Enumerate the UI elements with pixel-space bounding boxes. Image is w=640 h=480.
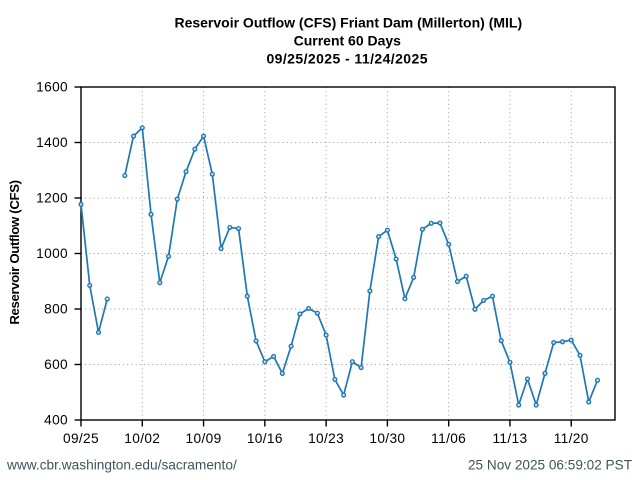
svg-text:10/09: 10/09 (186, 431, 222, 446)
svg-text:11/13: 11/13 (492, 431, 527, 446)
svg-text:600: 600 (44, 357, 68, 372)
svg-text:11/06: 11/06 (431, 431, 466, 446)
svg-text:Current 60 Days: Current 60 Days (294, 32, 402, 48)
svg-text:10/02: 10/02 (124, 431, 160, 446)
svg-text:1200: 1200 (36, 191, 68, 206)
svg-text:09/25/2025 - 11/24/2025: 09/25/2025 - 11/24/2025 (266, 51, 427, 67)
svg-text:Reservoir Outflow (CFS) Friant: Reservoir Outflow (CFS) Friant Dam (Mill… (174, 15, 522, 31)
svg-text:25 Nov 2025 06:59:02 PST: 25 Nov 2025 06:59:02 PST (468, 458, 632, 473)
svg-text:Reservoir Outflow (CFS): Reservoir Outflow (CFS) (7, 180, 22, 324)
svg-text:10/23: 10/23 (308, 431, 344, 446)
svg-text:10/16: 10/16 (247, 431, 283, 446)
svg-text:www.cbr.washington.edu/sacrame: www.cbr.washington.edu/sacramento/ (6, 458, 237, 473)
svg-text:400: 400 (44, 413, 68, 428)
svg-text:10/30: 10/30 (369, 431, 405, 446)
svg-text:800: 800 (44, 302, 68, 317)
svg-text:11/20: 11/20 (554, 431, 589, 446)
svg-text:09/25: 09/25 (63, 431, 99, 446)
svg-text:1000: 1000 (36, 246, 68, 261)
svg-text:1400: 1400 (36, 135, 68, 150)
svg-text:1600: 1600 (36, 80, 68, 95)
